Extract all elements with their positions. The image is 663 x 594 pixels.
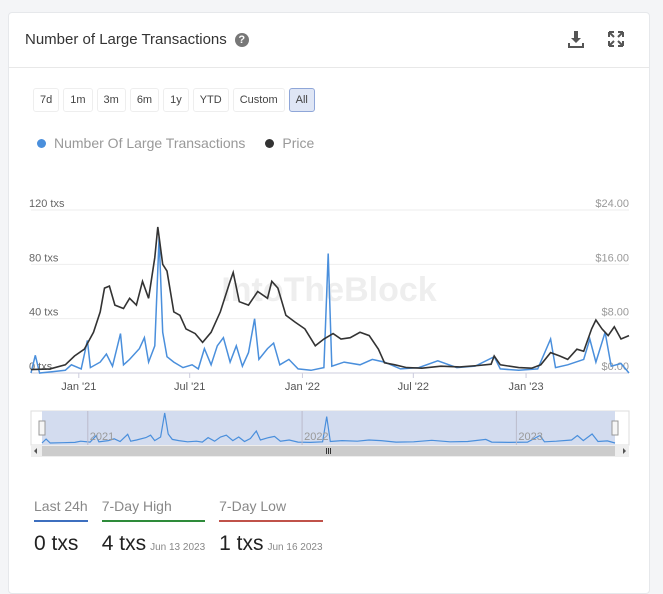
stat-label: Last 24h [34, 498, 88, 522]
range-button-1y[interactable]: 1y [163, 88, 189, 112]
card-title: Number of Large Transactions? [25, 31, 249, 48]
y-right-tick: $16.00 [595, 252, 629, 264]
y-right-tick: $24.00 [595, 198, 629, 210]
range-button-ytd[interactable]: YTD [192, 88, 229, 112]
range-button-1m[interactable]: 1m [63, 88, 93, 112]
scroll-right-icon[interactable] [623, 448, 626, 454]
navigator-year-label: 2023 [518, 431, 542, 443]
x-tick-label: Jul '21 [174, 381, 205, 393]
legend-item-price[interactable]: Price [265, 135, 314, 151]
legend-label: Price [282, 135, 315, 151]
x-tick-label: Jul '22 [398, 381, 429, 393]
stat-2: 7-Day Low 1 txs Jun 16 2023 [219, 498, 323, 556]
stat-value: 4 txs Jun 13 2023 [101, 532, 206, 555]
stat-1: 7-Day High 4 txs Jun 13 2023 [101, 498, 206, 556]
scroll-left-icon[interactable] [34, 448, 37, 454]
stats-row: Last 24h 0 txs 7-Day High 4 txs Jun 13 2023 7… [34, 498, 323, 556]
navigator-year-label: 2022 [304, 431, 328, 443]
stat-date: Jun 13 2023 [150, 542, 206, 553]
legend-label: Number Of Large Transactions [54, 135, 246, 151]
range-button-custom[interactable]: Custom [232, 88, 285, 112]
navigator-handle-left[interactable] [38, 420, 46, 436]
range-button-6m[interactable]: 6m [129, 88, 160, 112]
download-icon[interactable] [566, 29, 586, 49]
x-tick-label: Jan '22 [285, 381, 320, 393]
x-tick-label: Jan '23 [508, 381, 543, 393]
stat-label: 7-Day Low [219, 498, 323, 522]
x-tick-label: Jan '21 [61, 381, 96, 393]
y-right-tick: $8.00 [601, 307, 629, 319]
y-left-tick: 40 txs [29, 307, 59, 319]
stat-value: 1 txs Jun 16 2023 [219, 532, 323, 555]
stat-value: 0 txs [34, 532, 79, 555]
range-button-all[interactable]: All [288, 88, 315, 112]
range-selector: 7d 1m 3m 6m 1y YTD Custom All [33, 88, 315, 112]
navigator-year-label: 2021 [90, 431, 114, 443]
question-circle-icon[interactable]: ? [234, 33, 249, 47]
legend: Number Of Large Transactions Price [37, 135, 314, 151]
y-left-tick: 80 txs [29, 252, 59, 264]
range-button-7d[interactable]: 7d [33, 88, 60, 112]
series-line-price [30, 226, 630, 371]
range-button-3m[interactable]: 3m [96, 88, 126, 112]
navigator-handle-right[interactable] [611, 420, 619, 436]
y-left-tick: 120 txs [29, 198, 65, 210]
chart-card: Number of Large Transactions? 7d 1m 3m 6m 1y… [8, 12, 650, 594]
navigator-series [41, 412, 616, 444]
stat-date: Jun 16 2023 [267, 542, 323, 553]
stat-0: Last 24h 0 txs [34, 498, 88, 556]
expand-icon[interactable] [606, 29, 626, 49]
card-header: Number of Large Transactions? [9, 13, 649, 68]
stat-label: 7-Day High [101, 498, 206, 522]
series-line-transactions [30, 237, 630, 374]
legend-item-transactions[interactable]: Number Of Large Transactions [37, 135, 245, 151]
title-text: Number of Large Transactions [25, 31, 227, 48]
